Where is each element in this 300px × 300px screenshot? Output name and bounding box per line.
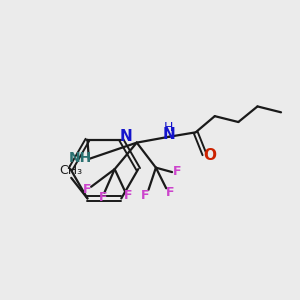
Text: NH: NH <box>69 151 92 165</box>
Text: F: F <box>82 183 91 196</box>
Text: H: H <box>164 122 173 134</box>
Text: F: F <box>173 165 182 178</box>
Text: F: F <box>124 189 133 202</box>
Text: N: N <box>162 127 175 142</box>
Text: F: F <box>166 186 174 199</box>
Text: N: N <box>119 129 132 144</box>
Text: CH₃: CH₃ <box>60 164 83 177</box>
Text: F: F <box>141 188 150 202</box>
Text: O: O <box>203 148 216 164</box>
Text: F: F <box>99 191 107 205</box>
